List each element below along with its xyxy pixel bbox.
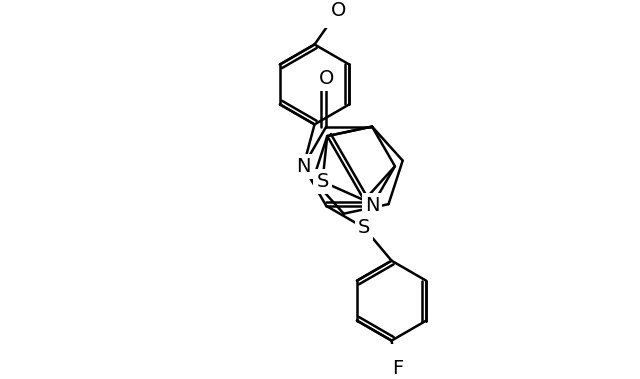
Text: F: F — [392, 359, 403, 378]
Text: S: S — [316, 172, 329, 191]
Text: N: N — [296, 157, 310, 176]
Text: O: O — [319, 69, 334, 88]
Text: N: N — [365, 196, 380, 215]
Text: S: S — [358, 218, 370, 237]
Text: O: O — [332, 2, 347, 20]
